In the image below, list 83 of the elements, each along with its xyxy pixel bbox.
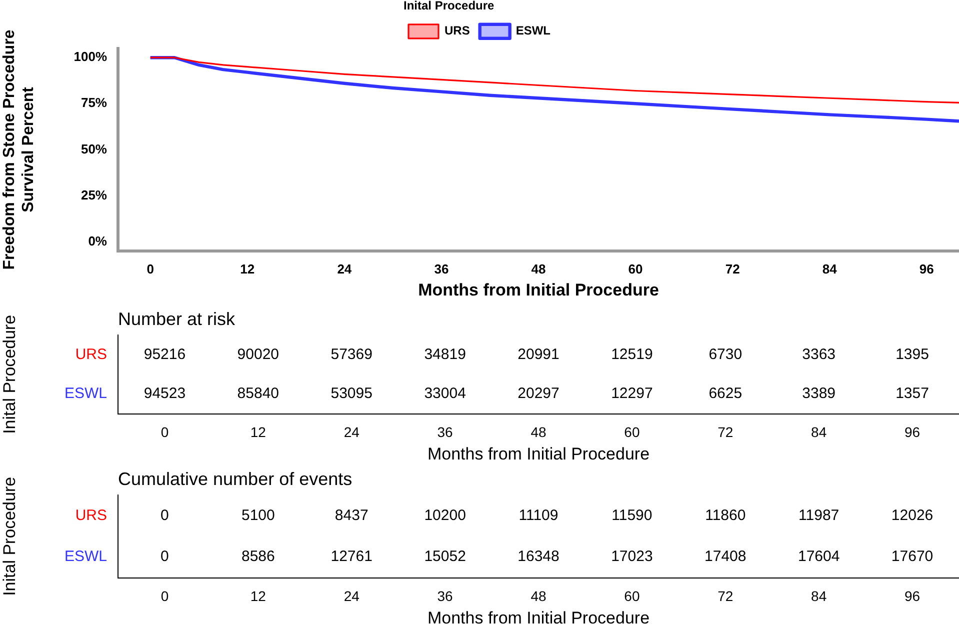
y-tick-label: URS	[75, 506, 107, 524]
data-label: 53095	[330, 385, 372, 402]
x-tick-label: 60	[628, 261, 643, 276]
data-label: 11860	[705, 506, 746, 524]
data-label: 3389	[802, 385, 836, 402]
x-tick-label: 72	[725, 261, 740, 276]
data-label: 94523	[144, 385, 186, 402]
y-tick-label: 0%	[88, 233, 108, 248]
y-tick-label: 75%	[80, 95, 108, 110]
data-label: 1395	[896, 346, 929, 363]
y-axis-title: Inital Procedure	[0, 476, 19, 596]
chart-title: Number at risk	[118, 308, 236, 329]
legend-label: URS	[444, 24, 470, 38]
data-label: 95216	[144, 346, 186, 363]
x-axis-title: Months from Initial Procedure	[418, 280, 659, 300]
x-tick-label: 12	[250, 424, 266, 440]
data-label: 15052	[424, 548, 466, 566]
data-label: 6730	[708, 346, 742, 363]
x-tick-label: 72	[718, 588, 734, 604]
x-tick-label: 48	[530, 424, 546, 440]
data-label: 33004	[424, 385, 466, 402]
data-label: 1357	[896, 385, 929, 402]
y-axis-title: Inital Procedure	[0, 314, 19, 434]
x-tick-label: 60	[624, 424, 640, 440]
data-label: 17670	[891, 548, 934, 566]
x-tick-label: 84	[811, 588, 827, 604]
y-tick-label: 25%	[80, 187, 108, 202]
x-tick-label: 60	[624, 588, 640, 604]
y-tick-label: 100%	[74, 49, 108, 64]
x-tick-label: 0	[160, 588, 169, 604]
data-label: 17408	[704, 548, 746, 566]
x-tick-label: 0	[160, 424, 169, 440]
legend-label: ESWL	[516, 24, 551, 38]
data-label: 85840	[237, 385, 280, 402]
data-label: 11109	[518, 506, 558, 524]
x-tick-label: 96	[919, 261, 934, 276]
x-tick-label: 36	[437, 588, 454, 604]
y-tick-label: ESWL	[64, 385, 107, 402]
x-tick-label: 36	[437, 424, 454, 440]
y-tick-label: ESWL	[64, 548, 107, 566]
x-tick-label: 12	[250, 588, 266, 604]
legend-title: Inital Procedure	[404, 0, 495, 12]
y-axis-title: Freedom from Stone Procedure Survival Percent	[1, 30, 38, 270]
data-label: 57369	[330, 346, 372, 363]
x-tick-label: 12	[240, 261, 255, 276]
x-axis-title: Months from Initial Procedure	[427, 444, 650, 464]
x-tick-label: 96	[904, 424, 920, 440]
x-tick-label: 24	[344, 588, 360, 604]
chart-title: Cumulative number of events	[118, 468, 352, 489]
data-label: 8586	[241, 548, 275, 566]
data-label: 10200	[424, 506, 466, 524]
data-label: 12761	[330, 548, 372, 566]
data-label: 11590	[612, 506, 652, 524]
data-label: 0	[160, 548, 169, 566]
x-tick-label: 48	[530, 588, 546, 604]
data-label: 5100	[241, 506, 275, 524]
x-tick-label: 84	[811, 424, 827, 440]
data-label: 16348	[518, 548, 560, 566]
data-label: 90020	[237, 346, 280, 363]
x-tick-label: 96	[904, 588, 920, 604]
data-label: 12026	[891, 506, 934, 524]
x-tick-label: 84	[822, 261, 838, 276]
data-label: 11987	[798, 506, 840, 524]
data-label: 12297	[611, 385, 653, 402]
x-tick-label: 0	[146, 261, 154, 276]
x-tick-label: 48	[531, 261, 546, 276]
data-label: 20297	[518, 385, 560, 402]
data-label: 8437	[334, 506, 368, 524]
x-tick-label: 24	[344, 424, 360, 440]
data-label: 0	[160, 506, 169, 524]
y-tick-label: 50%	[80, 141, 108, 156]
x-tick-label: 36	[434, 261, 449, 276]
data-label: 6625	[708, 385, 742, 402]
data-label: 17023	[611, 548, 653, 566]
data-label: 17604	[798, 548, 840, 566]
x-tick-label: 72	[718, 424, 734, 440]
x-tick-label: 24	[337, 261, 352, 276]
data-label: 12519	[611, 346, 653, 363]
data-label: 34819	[424, 346, 466, 363]
x-axis-title: Months from Initial Procedure	[427, 608, 650, 628]
y-tick-label: URS	[75, 346, 107, 363]
data-label: 20991	[518, 346, 560, 363]
data-label: 3363	[802, 346, 836, 363]
